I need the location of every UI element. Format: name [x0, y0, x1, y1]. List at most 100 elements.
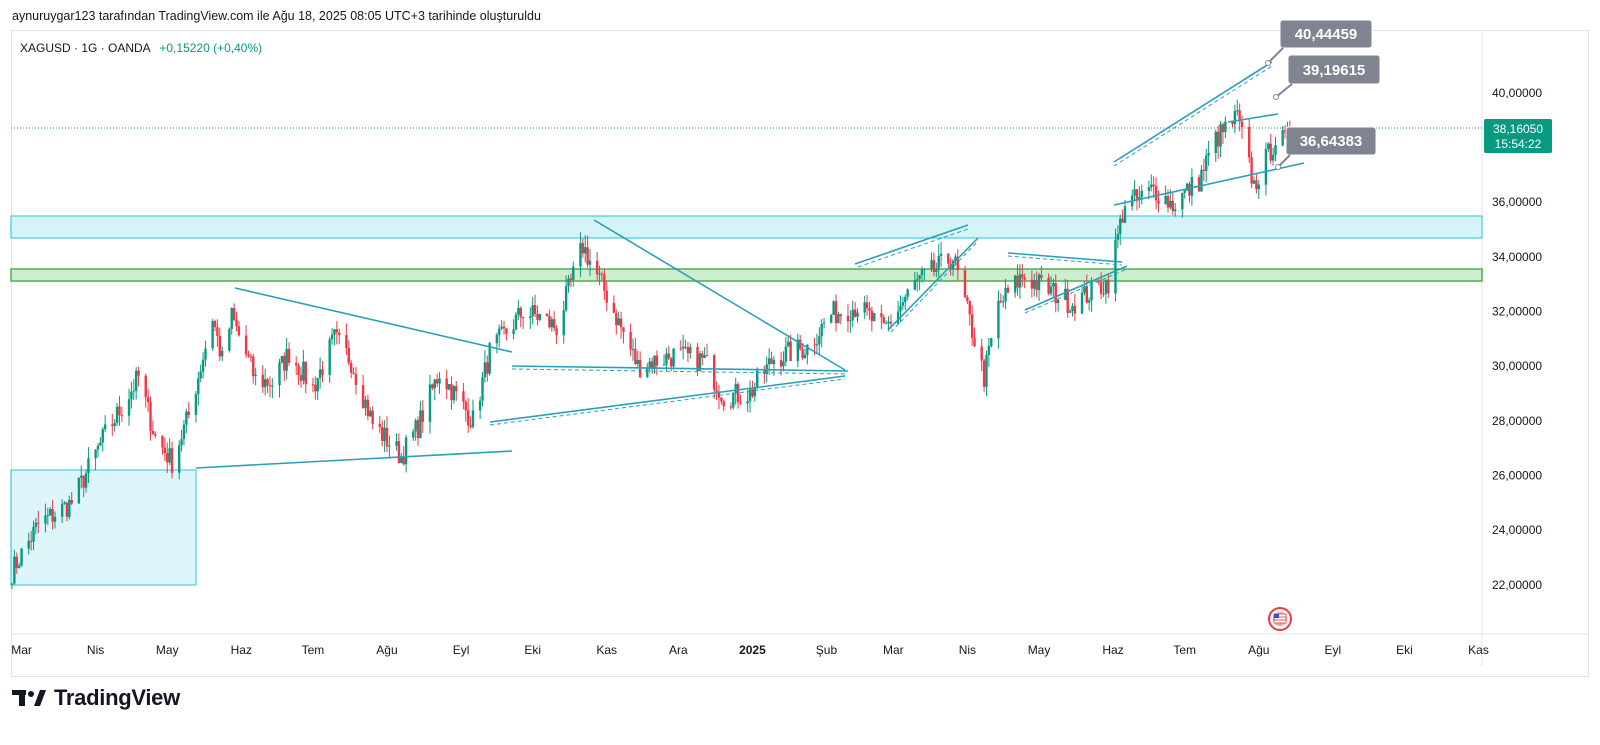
candle [1140, 184, 1143, 205]
candle [901, 296, 905, 310]
triangle-upper-4[interactable] [1007, 252, 1123, 263]
candle [287, 342, 291, 366]
candle [703, 347, 706, 359]
x-tick-label: Ağu [1248, 643, 1269, 657]
candle [1271, 147, 1275, 166]
x-tick-label: Tem [1173, 643, 1196, 657]
trendline-rising-2[interactable] [489, 375, 846, 423]
candle [283, 352, 286, 382]
candle [603, 268, 606, 301]
candle [421, 400, 425, 434]
candle [113, 419, 116, 432]
candle [438, 372, 441, 394]
candle [37, 510, 40, 534]
candle [970, 305, 974, 346]
x-tick-label: May [156, 643, 179, 657]
candle [803, 348, 807, 360]
candle [361, 374, 365, 409]
candle [450, 376, 453, 410]
candle [404, 434, 408, 473]
candle [10, 583, 14, 590]
candle [154, 431, 157, 439]
candle [832, 300, 835, 316]
candle [1006, 284, 1010, 294]
candle [1252, 176, 1256, 185]
candle [34, 517, 38, 535]
candle [562, 300, 565, 344]
candle [782, 351, 785, 372]
candle [364, 395, 367, 416]
trendline-support-1[interactable] [195, 450, 513, 469]
price-axis[interactable]: 40,0000038,0000036,0000034,0000032,00000… [1492, 86, 1542, 592]
candle [605, 281, 608, 312]
candle [228, 327, 231, 353]
candle [588, 248, 592, 277]
candle [1016, 264, 1019, 296]
candle [1071, 303, 1074, 317]
candle [431, 383, 434, 391]
trendline-falling-2[interactable] [593, 219, 846, 371]
time-axis[interactable]: Mar Nis May Haz Tem Ağu Eyl Eki Kas Ara 2025 Şub Mar… [11, 643, 1489, 657]
candle [987, 337, 991, 367]
candle [261, 365, 264, 394]
candle [237, 320, 241, 337]
candle [569, 273, 573, 288]
candle [505, 328, 508, 341]
candle [1188, 181, 1191, 203]
candle [696, 343, 699, 376]
candle [1116, 225, 1120, 249]
candle [213, 319, 217, 332]
callout-2[interactable]: 39,19615 [1273, 54, 1381, 100]
candle [1257, 179, 1260, 199]
candle [1056, 298, 1060, 312]
candle [564, 275, 568, 313]
candle [820, 318, 823, 348]
candle [1121, 209, 1124, 223]
symbol-info-bar[interactable]: XAGUSD · 1G · OANDA +0,15220 (+0,40%) [20, 41, 262, 55]
economic-event-flag-icon[interactable] [1268, 607, 1292, 631]
channel-mid-5[interactable] [1227, 113, 1279, 123]
accumulation-zone[interactable] [10, 469, 197, 586]
candle [1214, 129, 1217, 162]
candle [94, 449, 97, 471]
candle [1264, 142, 1268, 196]
channel-upper-5[interactable] [1113, 61, 1273, 163]
trendline-support-2[interactable] [511, 365, 849, 372]
candle [428, 374, 432, 434]
candle [170, 441, 174, 479]
x-tick-label: Kas [596, 643, 617, 657]
candle [1004, 278, 1007, 310]
trendline-resistance-1[interactable] [234, 287, 513, 353]
price-chart[interactable]: 40,44459 39,19615 36,64383 40,0000038,00… [0, 0, 1600, 680]
candle [151, 420, 155, 435]
candle [1087, 297, 1091, 311]
candle [856, 308, 859, 323]
channel-lower-5[interactable] [1113, 162, 1305, 206]
y-tick-label: 22,00000 [1492, 578, 1542, 592]
wedge-upper-3[interactable] [854, 224, 969, 265]
candle [263, 368, 267, 396]
tradingview-logo-icon [12, 687, 48, 709]
callout-1[interactable]: 40,44459 [1265, 19, 1373, 66]
candle [230, 307, 233, 335]
wedge-lower-3[interactable] [887, 237, 979, 331]
candle [502, 320, 506, 335]
candle [118, 395, 121, 426]
support-zone-green[interactable] [10, 268, 1483, 282]
candle [120, 406, 124, 422]
candle [495, 332, 499, 354]
tradingview-brand[interactable]: TradingView [12, 685, 180, 711]
candle [397, 433, 401, 464]
pattern-trendlines[interactable] [195, 61, 1305, 469]
candle [266, 377, 269, 394]
resistance-zone-blue[interactable] [10, 215, 1483, 239]
candle [371, 406, 374, 430]
candle [99, 437, 102, 447]
callout-3[interactable]: 36,64383 [1275, 126, 1377, 170]
candle [168, 438, 171, 465]
triangle-lower-4[interactable] [1024, 265, 1128, 311]
candle [381, 420, 384, 447]
candle [1250, 151, 1253, 188]
candle [598, 265, 601, 286]
candle [982, 358, 986, 393]
